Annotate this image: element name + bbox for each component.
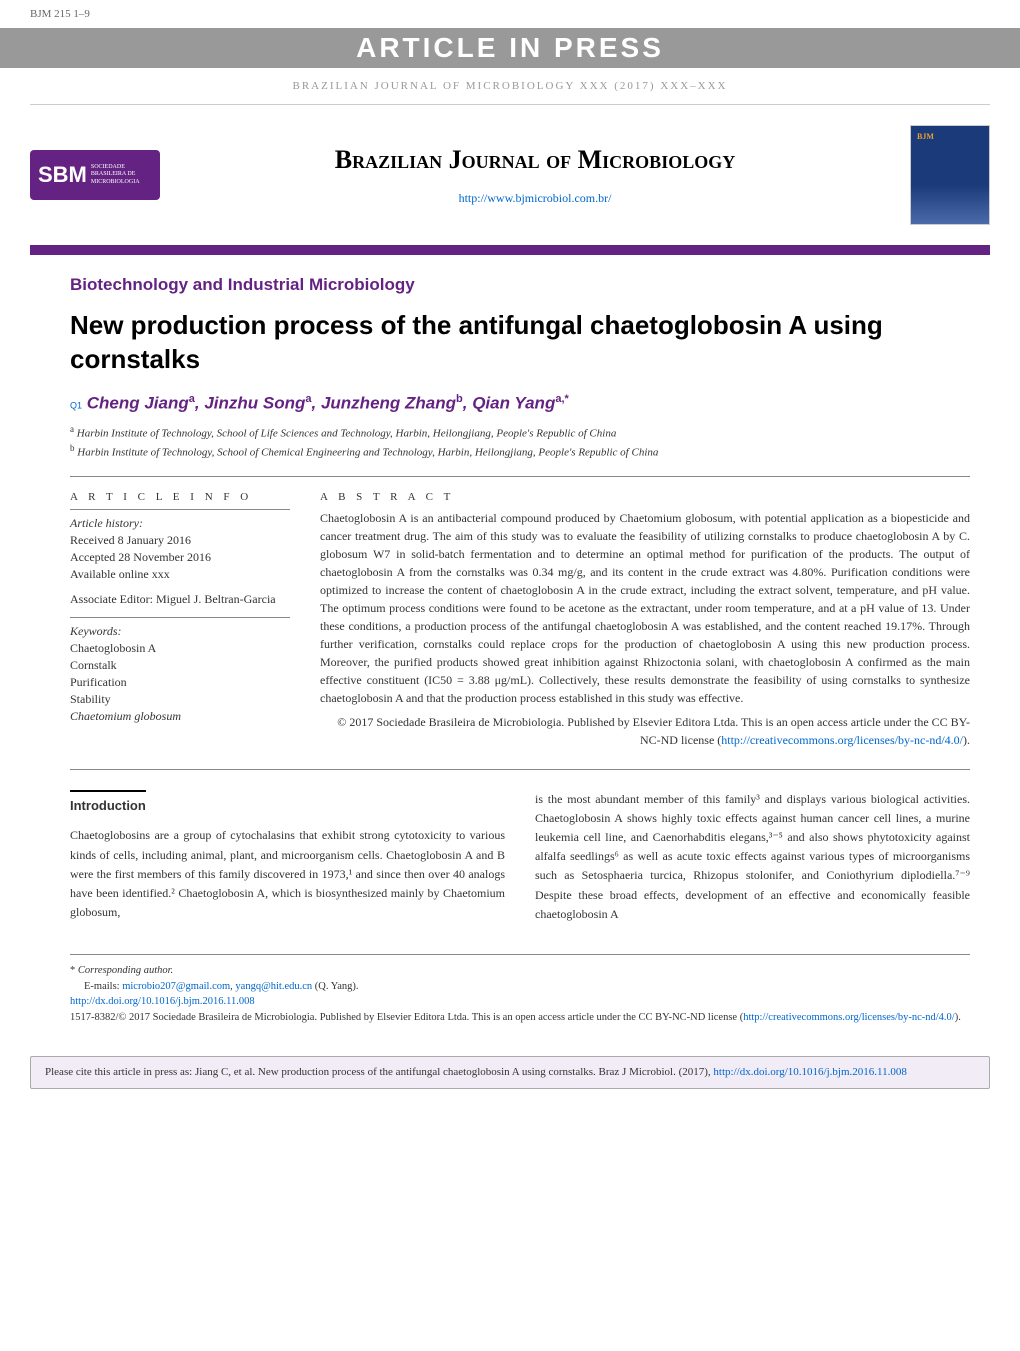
- emails-label: E-mails:: [84, 981, 122, 992]
- keyword: Stability: [70, 692, 290, 707]
- section-heading: Biotechnology and Industrial Microbiolog…: [70, 275, 970, 295]
- accepted-date: Accepted 28 November 2016: [70, 550, 290, 565]
- divider: [70, 617, 290, 618]
- history-label: Article history:: [70, 516, 290, 531]
- corresponding-author-label: Corresponding author.: [78, 965, 173, 976]
- citation-text: Please cite this article in press as: Ji…: [45, 1066, 713, 1078]
- intro-paragraph-left: Chaetoglobosins are a group of cytochala…: [70, 826, 505, 922]
- watermark-banner: ARTICLE IN PRESS: [0, 28, 1020, 68]
- keyword: Chaetoglobosin A: [70, 641, 290, 656]
- journal-url[interactable]: http://www.bjmicrobiol.com.br/: [160, 191, 910, 206]
- abstract-heading: A B S T R A C T: [320, 491, 970, 503]
- journal-header: SBM Sociedade Brasileira de Microbiologi…: [0, 105, 1020, 235]
- keyword: Cornstalk: [70, 658, 290, 673]
- right-column: is the most abundant member of this fami…: [535, 790, 970, 924]
- keyword: Purification: [70, 675, 290, 690]
- divider: [70, 476, 970, 477]
- abstract-copyright: © 2017 Sociedade Brasileira de Microbiol…: [320, 713, 970, 749]
- email-link[interactable]: microbio207@gmail.com: [122, 981, 230, 992]
- citation-doi-link[interactable]: http://dx.doi.org/10.1016/j.bjm.2016.11.…: [713, 1066, 906, 1078]
- license-link[interactable]: http://creativecommons.org/licenses/by-n…: [743, 1012, 955, 1023]
- journal-title-block: Brazilian Journal of Microbiology http:/…: [160, 145, 910, 206]
- cover-tag: BJM: [917, 132, 934, 141]
- issn-copyright: 1517-8382/© 2017 Sociedade Brasileira de…: [70, 1012, 743, 1023]
- divider: [70, 509, 290, 510]
- body-columns: Introduction Chaetoglobosins are a group…: [70, 790, 970, 924]
- abstract: A B S T R A C T Chaetoglobosin A is an a…: [320, 491, 970, 749]
- keyword: Chaetomium globosum: [70, 709, 290, 724]
- citation-box: Please cite this article in press as: Ji…: [30, 1056, 990, 1089]
- introduction-heading: Introduction: [70, 790, 146, 817]
- purple-divider: [30, 245, 990, 255]
- keywords-label: Keywords:: [70, 624, 290, 639]
- journal-cover-thumbnail: BJM: [910, 125, 990, 225]
- journal-title: Brazilian Journal of Microbiology: [160, 145, 910, 175]
- footnotes: * Corresponding author. E-mails: microbi…: [70, 954, 970, 1026]
- article-info: A R T I C L E I N F O Article history: R…: [70, 491, 290, 749]
- doi-link[interactable]: http://dx.doi.org/10.1016/j.bjm.2016.11.…: [70, 996, 255, 1007]
- available-date: Available online xxx: [70, 567, 290, 582]
- intro-paragraph-right: is the most abundant member of this fami…: [535, 790, 970, 924]
- sbm-logo: SBM Sociedade Brasileira de Microbiologi…: [30, 150, 160, 200]
- sbm-logo-subtitle: Sociedade Brasileira de Microbiologia: [91, 164, 140, 186]
- article-title: New production process of the antifungal…: [70, 309, 970, 377]
- article-info-heading: A R T I C L E I N F O: [70, 491, 290, 503]
- license-link[interactable]: http://creativecommons.org/licenses/by-n…: [721, 733, 963, 747]
- journal-reference: BRAZILIAN JOURNAL OF MICROBIOLOGY XXX (2…: [30, 68, 990, 105]
- proof-id: BJM 215 1–9: [0, 0, 1020, 28]
- abstract-text: Chaetoglobosin A is an antibacterial com…: [320, 509, 970, 707]
- info-abstract-row: A R T I C L E I N F O Article history: R…: [70, 491, 970, 770]
- left-column: Introduction Chaetoglobosins are a group…: [70, 790, 505, 924]
- article-content: Biotechnology and Industrial Microbiolog…: [0, 255, 1020, 1046]
- sbm-logo-text: SBM: [38, 162, 87, 188]
- received-date: Received 8 January 2016: [70, 533, 290, 548]
- affiliations: a Harbin Institute of Technology, School…: [70, 423, 970, 461]
- email-link[interactable]: yangq@hit.edu.cn: [235, 981, 312, 992]
- associate-editor: Associate Editor: Miguel J. Beltran-Garc…: [70, 592, 290, 607]
- q1-flag: Q1: [70, 400, 82, 410]
- authors-line: Q1 Cheng Jianga, Jinzhu Songa, Junzheng …: [70, 393, 970, 414]
